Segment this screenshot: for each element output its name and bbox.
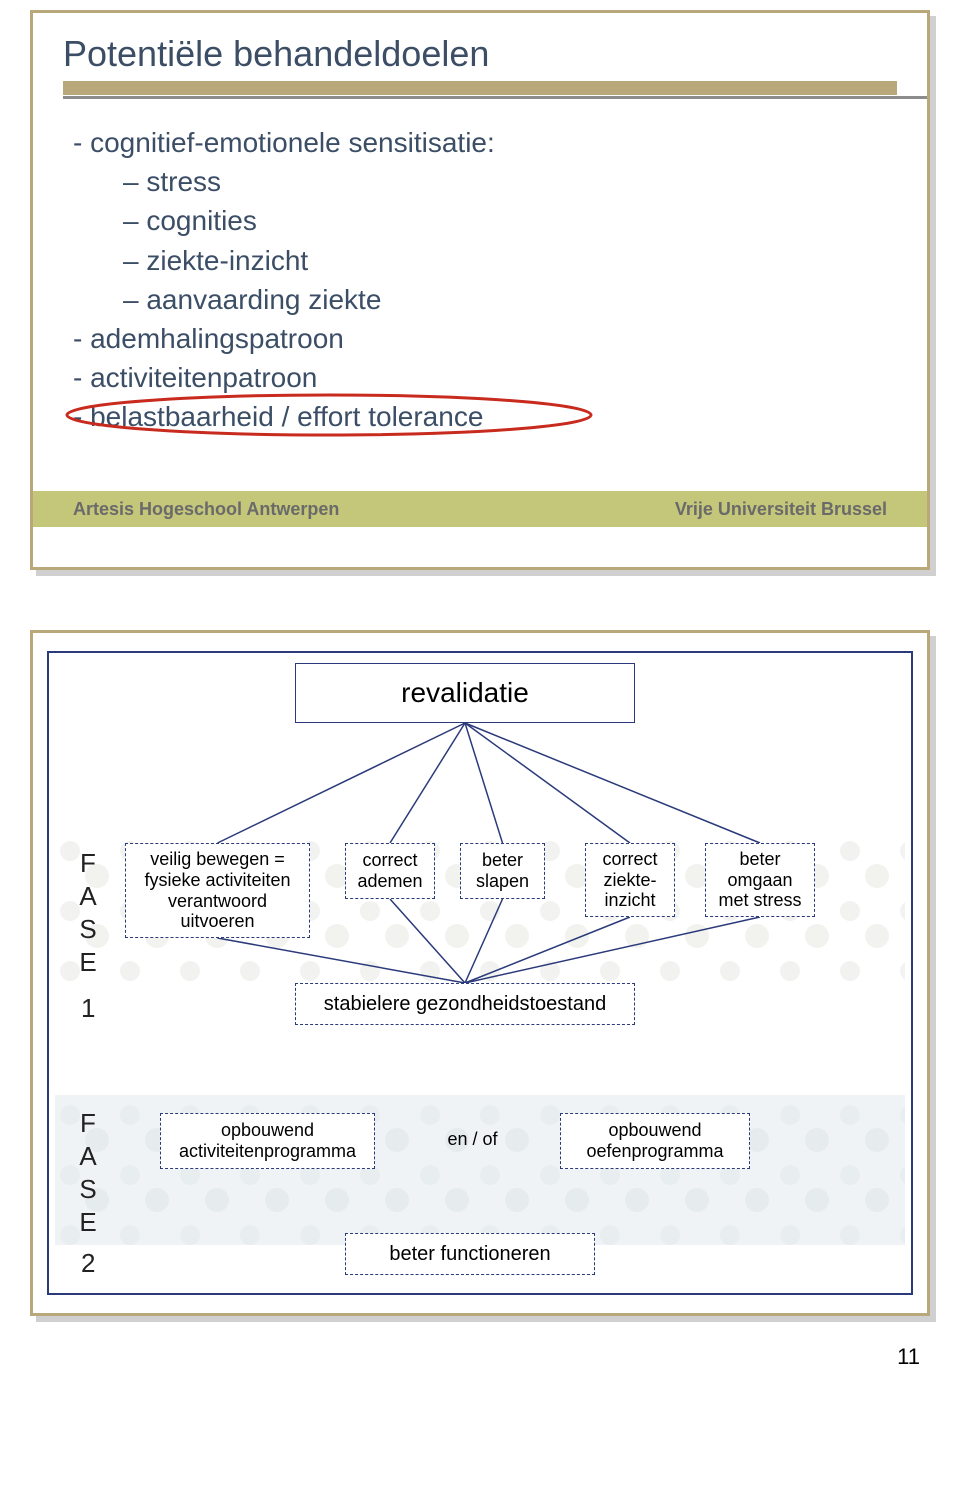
node-enof: en / of [425,1121,520,1157]
bullet-main-4-circled: - belastbaarheid / effort tolerance [73,397,483,436]
bullet-sub-2: – cognities [123,201,897,240]
bullet-sub-3: – ziekte-inzicht [123,241,897,280]
bullet-sub-1: – stress [123,162,897,201]
node-revalidatie: revalidatie [295,663,635,723]
bullet-list: - cognitief-emotionele sensitisatie: – s… [63,123,897,437]
node-slapen: beter slapen [460,843,545,899]
node-functioneren: beter functioneren [345,1233,595,1275]
phase1-num: 1 [81,993,95,1024]
phase2-num: 2 [81,1248,95,1279]
phase1-label: FASE [75,848,101,980]
bullet-main-3: - activiteitenpatroon [73,358,897,397]
node-stabiel: stabielere gezondheidstoestand [295,983,635,1025]
node-oefen: opbouwend oefenprogramma [560,1113,750,1169]
flowchart: FASE 1 FASE 2 revalidatie veilig bewegen … [55,663,905,1283]
footer-right: Vrije Universiteit Brussel [675,499,887,520]
node-activiteiten: opbouwend activiteitenprogramma [160,1113,375,1169]
node-stress: beter omgaan met stress [705,843,815,917]
slide-2: FASE 1 FASE 2 revalidatie veilig bewegen … [30,630,930,1316]
node-bewegen: veilig bewegen = fysieke activiteiten ve… [125,843,310,938]
diagram-frame: FASE 1 FASE 2 revalidatie veilig bewegen … [47,651,913,1295]
bullet-main-1: - cognitief-emotionele sensitisatie: [73,123,897,162]
node-ademen: correct ademen [345,843,435,899]
phase2-label: FASE [75,1108,101,1240]
title-underline [63,81,897,95]
footer-left: Artesis Hogeschool Antwerpen [73,499,339,520]
slide-title: Potentiële behandeldoelen [63,33,897,75]
slide-1: Potentiële behandeldoelen - cognitief-em… [30,10,930,570]
bullet-main-2: - ademhalingspatroon [73,319,897,358]
page-number: 11 [0,1316,960,1370]
slide-footer: Artesis Hogeschool Antwerpen Vrije Unive… [33,491,927,527]
bullet-sub-4: – aanvaarding ziekte [123,280,897,319]
node-ziekte: correct ziekte- inzicht [585,843,675,917]
